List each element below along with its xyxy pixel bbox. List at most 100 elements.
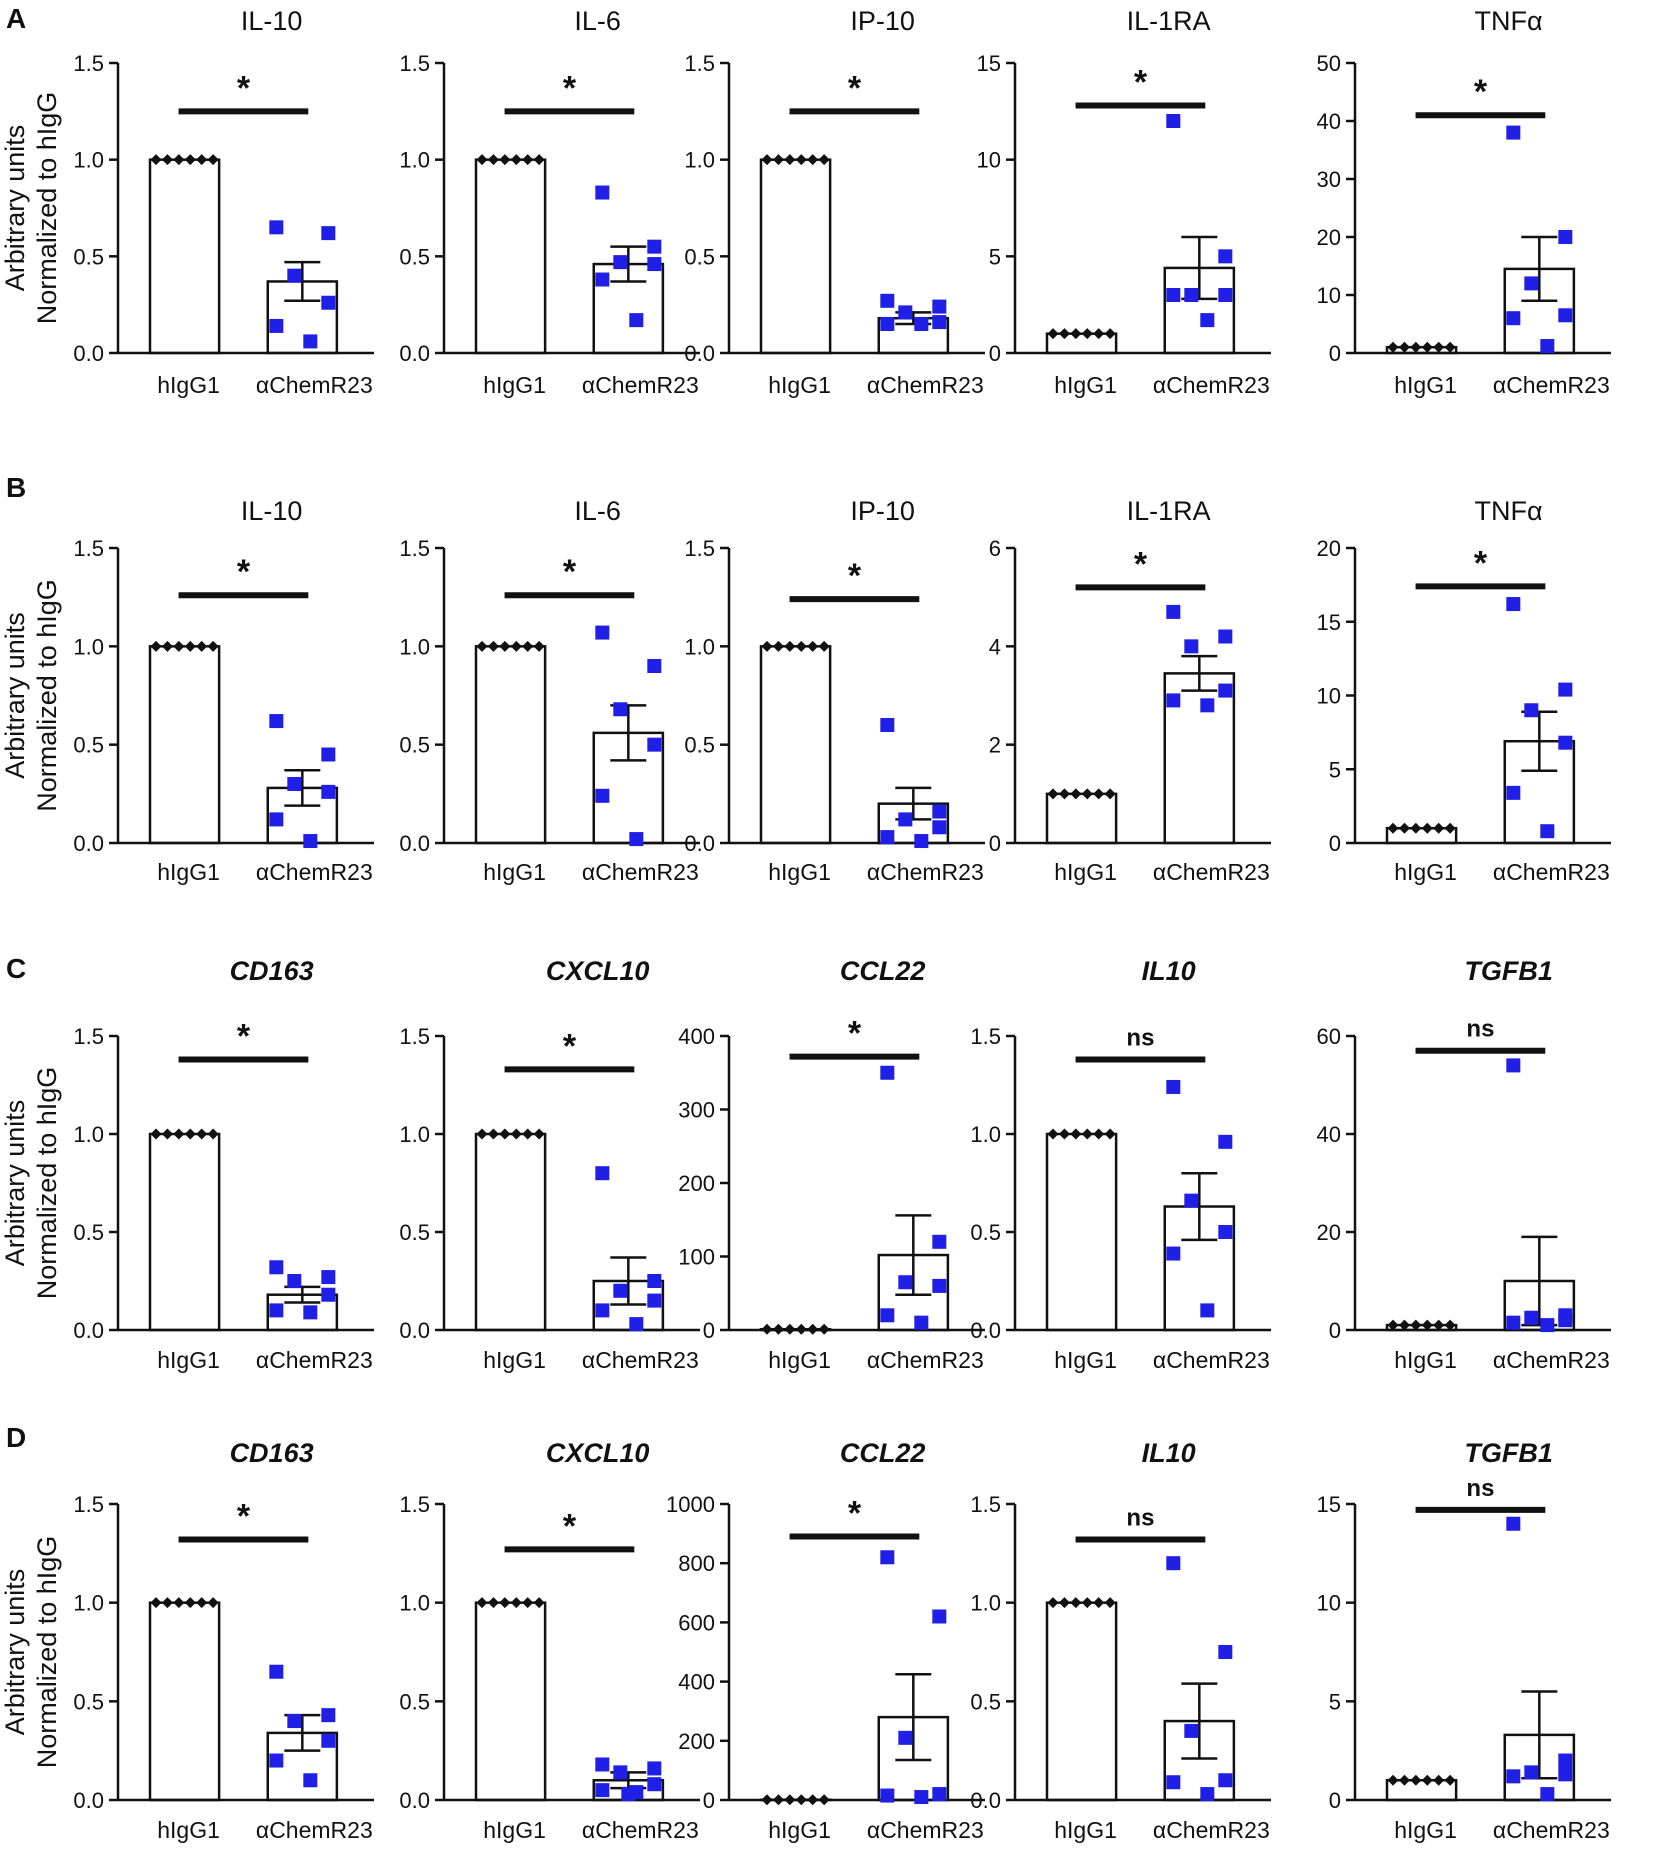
data-point-aChemR23: [613, 1765, 628, 1780]
data-point-hIgG1: [184, 1597, 196, 1609]
y-tick-label: 0: [703, 1788, 715, 1813]
y-tick-label: 1.0: [73, 148, 104, 173]
data-point-aChemR23: [1506, 1769, 1521, 1784]
data-point-aChemR23: [1506, 1516, 1521, 1531]
data-point-aChemR23: [932, 299, 947, 314]
data-point-hIgG1: [1444, 1774, 1456, 1786]
data-point-hIgG1: [1410, 1319, 1422, 1331]
y-axis-label-line1: Arbitrary units: [0, 612, 30, 779]
data-point-hIgG1: [161, 154, 173, 166]
significance-label: *: [237, 1498, 251, 1536]
data-point-aChemR23: [1540, 1787, 1555, 1802]
y-tick-label: 10: [1317, 684, 1341, 709]
data-point-hIgG1: [818, 640, 830, 652]
y-axis-label-line2: Normalized to hIgG: [32, 1536, 62, 1769]
data-point-hIgG1: [1398, 1774, 1410, 1786]
significance-label: ns: [1126, 1025, 1154, 1052]
data-point-hIgG1: [1387, 822, 1399, 834]
data-point-aChemR23: [1166, 1775, 1181, 1790]
bar-hIgG1: [1385, 1779, 1458, 1802]
y-tick-label: 100: [678, 1245, 715, 1270]
data-point-aChemR23: [1506, 785, 1521, 800]
data-point-hIgG1: [173, 1128, 185, 1140]
data-point-aChemR23: [932, 315, 947, 330]
data-point-hIgG1: [1093, 328, 1105, 340]
y-tick-label: 1.0: [684, 634, 715, 659]
x-category-label-aChemR23: αChemR23: [1493, 372, 1610, 398]
y-tick-label: 1.0: [73, 1122, 104, 1147]
chart-title: IL-6: [574, 6, 621, 36]
chart-title: CCL22: [840, 956, 926, 986]
data-point-hIgG1: [522, 640, 534, 652]
x-category-label-hIgG1: hIgG1: [1394, 1817, 1457, 1843]
y-tick-label: 1.5: [399, 536, 430, 561]
data-point-hIgG1: [1410, 1774, 1422, 1786]
data-point-hIgG1: [150, 640, 162, 652]
x-category-label-aChemR23: αChemR23: [582, 372, 699, 398]
data-point-aChemR23: [932, 1609, 947, 1624]
panel-row-D: D Arbitrary units Normalized to hIgG CD163 0…: [0, 1422, 1611, 1843]
data-point-aChemR23: [647, 1293, 662, 1308]
y-tick-label: 10: [977, 148, 1001, 173]
data-point-hIgG1: [818, 1323, 830, 1335]
y-tick-label: 1.0: [399, 1591, 430, 1616]
y-tick-label: 20: [1317, 536, 1341, 561]
data-point-aChemR23: [880, 830, 895, 845]
data-point-aChemR23: [1184, 639, 1199, 654]
chart-title: TGFB1: [1464, 1438, 1553, 1468]
data-point-aChemR23: [880, 718, 895, 732]
data-point-hIgG1: [807, 1323, 819, 1335]
data-point-hIgG1: [1421, 1319, 1433, 1331]
panel-letter: B: [6, 472, 26, 503]
y-tick-label: 50: [1317, 51, 1341, 76]
y-tick-label: 300: [678, 1098, 715, 1123]
data-point-hIgG1: [173, 640, 185, 652]
chart-title: CD163: [230, 1438, 314, 1468]
data-point-aChemR23: [303, 334, 318, 349]
y-tick-label: 1.5: [970, 1024, 1001, 1049]
y-tick-label: 1.5: [684, 536, 715, 561]
data-point-aChemR23: [932, 804, 947, 819]
data-point-hIgG1: [510, 640, 522, 652]
y-tick-label: 15: [1317, 610, 1341, 635]
data-point-aChemR23: [303, 1305, 318, 1320]
y-tick-label: 10: [1317, 283, 1341, 308]
data-point-hIgG1: [761, 1794, 773, 1806]
data-point-hIgG1: [1398, 341, 1410, 353]
data-point-hIgG1: [522, 1128, 534, 1140]
data-point-aChemR23: [1524, 1765, 1539, 1780]
y-tick-label: 0.0: [73, 341, 104, 366]
data-point-aChemR23: [321, 1733, 336, 1748]
data-point-hIgG1: [533, 1128, 545, 1140]
data-point-hIgG1: [1421, 822, 1433, 834]
data-point-hIgG1: [784, 154, 796, 166]
chart-title: TNFα: [1475, 6, 1543, 36]
data-point-hIgG1: [807, 1794, 819, 1806]
y-axis-label-line1: Arbitrary units: [0, 1100, 30, 1267]
data-point-hIgG1: [1104, 788, 1116, 800]
data-point-hIgG1: [761, 154, 773, 166]
data-point-hIgG1: [150, 154, 162, 166]
chart-title: CD163: [230, 956, 314, 986]
data-point-hIgG1: [1070, 1128, 1082, 1140]
x-category-label-hIgG1: hIgG1: [1054, 1817, 1117, 1843]
data-point-aChemR23: [1218, 1645, 1233, 1659]
bar-hIgG1: [1385, 827, 1458, 845]
data-point-aChemR23: [1166, 1246, 1181, 1261]
y-tick-label: 40: [1317, 109, 1341, 134]
data-point-aChemR23: [1540, 1318, 1555, 1333]
y-tick-label: 0: [703, 1318, 715, 1343]
data-point-hIgG1: [487, 640, 499, 652]
chart-panel-D-2: CXCL10 0.0 0.5 1.0 1.5 * hIgG1 αChemR23: [399, 1438, 700, 1843]
significance-label: *: [563, 69, 577, 107]
data-point-aChemR23: [269, 1753, 284, 1768]
data-point-hIgG1: [510, 1128, 522, 1140]
chart-panel-D-4: IL10 0.0 0.5 1.0 1.5 ns hIgG1 αChemR23: [970, 1438, 1271, 1843]
y-tick-label: 1.5: [399, 1492, 430, 1517]
data-point-aChemR23: [287, 777, 302, 791]
data-point-aChemR23: [321, 295, 336, 310]
data-point-hIgG1: [1433, 341, 1445, 353]
chart-title: TGFB1: [1464, 956, 1553, 986]
chart-panel-D-5: TGFB1 0 5 10 15 ns hIgG1 αChemR23: [1317, 1438, 1611, 1843]
y-tick-label: 15: [977, 51, 1001, 76]
